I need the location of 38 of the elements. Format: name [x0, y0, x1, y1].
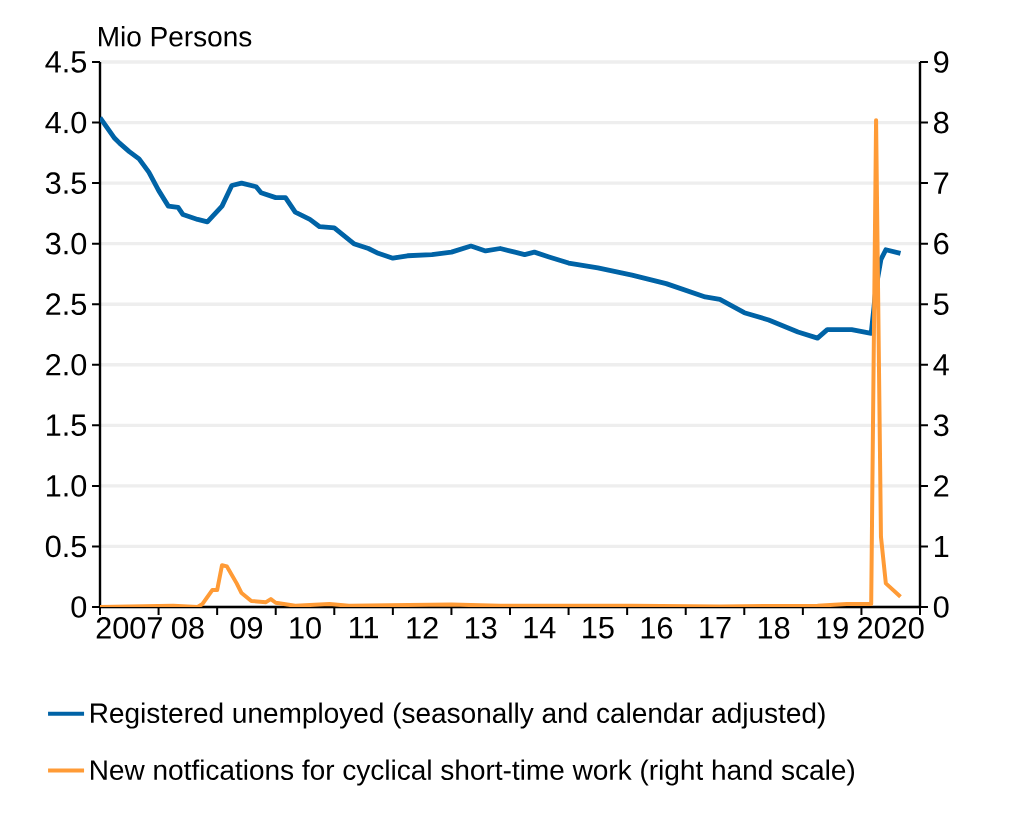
line-series [100, 115, 903, 341]
x-tick-label: 10 [290, 617, 321, 639]
y2-tick-label: 9 [934, 51, 949, 73]
y2-tick-label: 4 [933, 354, 949, 376]
legend-label: New notfications for cyclical short-time work (right hand scale) [91, 759, 855, 786]
y-tick-label: 4.0 [45, 111, 87, 134]
legend-label: Registered unemployed (seasonally and calendar adjusted) [91, 702, 825, 729]
x-tick-label: 14 [524, 617, 556, 639]
x-tick-label: 11 [350, 617, 378, 639]
y2-tick-label: 7 [934, 172, 949, 194]
x-tick-label: 18 [758, 617, 790, 639]
y2-tick-label: 6 [934, 232, 949, 255]
y-tick-label: 4.5 [45, 51, 87, 73]
y-tick-label: 0 [71, 596, 87, 618]
x-tick-label: 09 [230, 617, 263, 639]
y2-tick-label: 0 [933, 596, 949, 618]
y-tick-label: 1.5 [47, 414, 87, 437]
x-tick-label: 17 [700, 617, 731, 639]
y2-tick-label: 2 [934, 475, 949, 497]
y-tick-label: 2.0 [46, 353, 87, 376]
x-tick-label: 13 [466, 617, 497, 639]
x-tick-label: 15 [583, 617, 614, 639]
y-tick-label: 3.0 [45, 232, 87, 255]
x-tick-label: 2007 [96, 617, 162, 639]
y2-tick-label: 1 [935, 535, 949, 557]
x-tick-label: 12 [407, 617, 438, 639]
y2-tick-label: 3 [933, 414, 949, 437]
x-tick-label: 19 [817, 617, 848, 639]
y-tick-label: 2.5 [46, 293, 87, 316]
y2-tick-label: 5 [933, 293, 949, 315]
y2-tick-label: 8 [934, 111, 949, 134]
y-tick-label: 0.5 [45, 535, 87, 558]
y-axis-title: Mio Persons [99, 26, 252, 47]
x-tick-label: 2020 [858, 617, 924, 639]
x-tick-label: 16 [641, 617, 673, 639]
x-tick-label: 08 [172, 617, 204, 639]
y-tick-label: 1.0 [47, 475, 87, 497]
y-tick-label: 3.5 [45, 172, 87, 194]
